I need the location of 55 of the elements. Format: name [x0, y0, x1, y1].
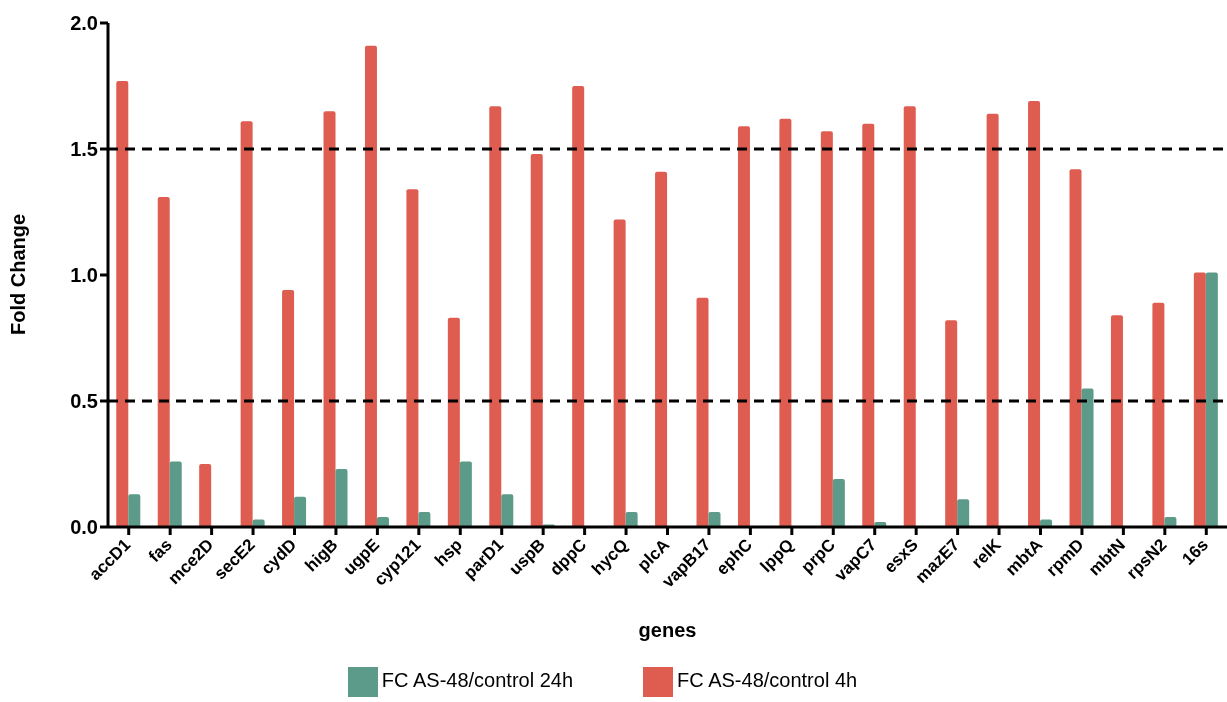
y-axis-title: Fold Change [7, 213, 30, 335]
bar [530, 154, 543, 527]
bar [832, 479, 845, 527]
bar [199, 464, 212, 527]
x-tick-label: fas [145, 535, 176, 567]
y-tick-label: 1.0 [70, 264, 98, 287]
bar [240, 121, 253, 527]
bar [128, 494, 141, 527]
bar [986, 113, 999, 527]
bar [501, 494, 514, 527]
bar [447, 317, 460, 527]
bar [1110, 315, 1123, 527]
bar [613, 219, 626, 527]
bar [252, 519, 265, 527]
bar [323, 111, 336, 527]
bar [364, 45, 377, 527]
bar [294, 496, 307, 527]
bar [1081, 388, 1094, 527]
bar [418, 511, 431, 527]
bar [116, 80, 129, 527]
bar [737, 126, 750, 527]
bar [1152, 302, 1165, 527]
x-tick-label: 16s [1178, 535, 1212, 569]
bar [406, 189, 419, 527]
bar [625, 511, 638, 527]
bar [1069, 169, 1082, 527]
legend-label: FC AS-48/control 24h [381, 669, 574, 692]
bar [903, 106, 916, 527]
bar [335, 469, 348, 527]
x-axis-title: genes [638, 619, 697, 641]
bar [1028, 101, 1041, 527]
bar [376, 516, 389, 527]
y-tick-label: 1.5 [70, 138, 98, 161]
x-tick-label: hsp [431, 535, 466, 571]
y-tick-label: 2.0 [70, 12, 98, 35]
bar [1040, 519, 1053, 527]
bar [820, 131, 833, 527]
y-tick-label: 0.5 [70, 390, 98, 413]
bar [157, 196, 170, 527]
bar [696, 297, 709, 527]
bar [862, 123, 875, 527]
bar [459, 461, 472, 527]
bar [489, 106, 502, 527]
bar [957, 499, 970, 527]
bar [655, 171, 668, 527]
bar [572, 86, 585, 527]
y-tick-label: 0.0 [70, 516, 98, 539]
bar [945, 320, 958, 527]
bar [779, 118, 792, 527]
bar [169, 461, 182, 527]
bar [282, 290, 295, 527]
bar [1205, 272, 1218, 527]
bar [1193, 272, 1206, 527]
legend-label: FC AS-48/control 4h [677, 669, 858, 692]
bar [708, 511, 721, 527]
